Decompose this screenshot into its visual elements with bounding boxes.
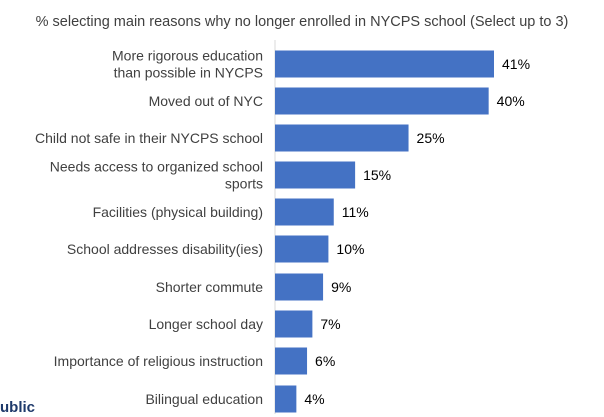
bar bbox=[275, 385, 297, 413]
chart-title: % selecting main reasons why no longer e… bbox=[35, 14, 569, 30]
category-label: Facilities (physical building) bbox=[93, 204, 263, 220]
bar bbox=[275, 198, 334, 226]
category-label: More rigorous education than possible in … bbox=[112, 48, 263, 81]
bar bbox=[275, 124, 409, 152]
category-label: Moved out of NYC bbox=[149, 93, 263, 109]
category-label: Importance of religious instruction bbox=[54, 353, 263, 369]
value-label: 15% bbox=[363, 167, 391, 183]
brand-logo-fragment: ublic bbox=[0, 399, 36, 416]
category-label: Longer school day bbox=[149, 316, 263, 332]
category-label: Child not safe in their NYCPS school bbox=[35, 130, 263, 146]
value-label: 40% bbox=[497, 93, 525, 109]
value-label: 25% bbox=[417, 130, 445, 146]
value-labels-group: 41% 40% 25% 15% 11% 10% 9% 7% 6% 4% bbox=[304, 56, 530, 407]
value-label: 7% bbox=[320, 316, 340, 332]
bar bbox=[275, 161, 356, 189]
category-label: Bilingual education bbox=[145, 391, 263, 407]
category-labels-group: More rigorous education than possible in … bbox=[35, 48, 263, 408]
value-label: 41% bbox=[502, 56, 530, 72]
category-label: Shorter commute bbox=[156, 279, 264, 295]
bar bbox=[275, 87, 489, 115]
bar bbox=[275, 347, 308, 375]
bars-group bbox=[275, 50, 494, 413]
value-label: 10% bbox=[336, 241, 364, 257]
bar bbox=[275, 50, 494, 78]
value-label: 6% bbox=[315, 353, 335, 369]
category-label: Needs access to organized school sports bbox=[50, 159, 263, 192]
value-label: 4% bbox=[304, 391, 324, 407]
bar bbox=[275, 310, 313, 338]
value-label: 11% bbox=[342, 204, 369, 220]
value-label: 9% bbox=[331, 279, 351, 295]
category-label: School addresses disability(ies) bbox=[67, 241, 263, 257]
bar bbox=[275, 273, 324, 301]
bar bbox=[275, 235, 329, 263]
